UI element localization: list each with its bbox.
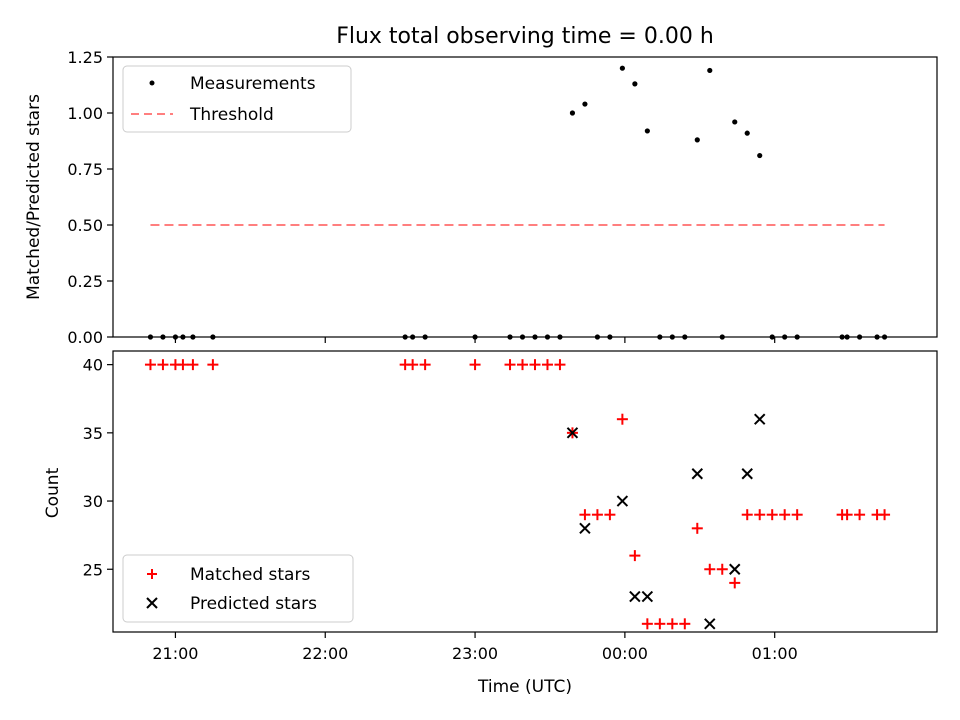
bottom-x-tick-label: 22:00: [302, 644, 348, 663]
top-y-axis-label: Matched/Predicted stars: [24, 94, 44, 300]
predicted-star-point: [691, 468, 703, 480]
matched-star-point: [716, 563, 728, 575]
bottom-axes-frame: [112, 350, 938, 633]
bottom-y-axis-label: Count: [43, 467, 63, 518]
matched-star-point: [407, 359, 419, 371]
matched-star-point: [666, 618, 678, 630]
measurement-point: [569, 110, 576, 116]
matched-star-point: [741, 509, 753, 521]
matched-star-point: [144, 359, 156, 371]
matched-star-point: [177, 359, 189, 371]
bottom-legend-box: [122, 554, 354, 623]
legend-threshold-label: Threshold: [189, 105, 274, 125]
bottom-y-ticks: 25 30 35 40: [83, 356, 113, 579]
matched-star-point: [529, 359, 541, 371]
matched-star-point: [504, 359, 516, 371]
top-y-ticks: 0.00 0.25 0.50 0.75 1.00 1.25: [67, 48, 113, 347]
measurement-point: [757, 152, 763, 159]
matched-star-point: [541, 359, 553, 371]
matched-star-point: [517, 359, 529, 371]
matched-star-point: [841, 509, 853, 521]
matched-star-point: [791, 509, 803, 521]
predicted-star-point: [629, 590, 641, 603]
measurement-point: [619, 65, 625, 71]
measurement-point: [582, 101, 588, 107]
matched-star-point: [654, 618, 666, 630]
bottom-x-tick-label: 01:00: [752, 644, 798, 663]
bottom-y-tick-label: 40: [83, 356, 103, 375]
matched-star-point: [679, 618, 691, 630]
top-y-tick-label: 0.50: [67, 216, 103, 235]
matched-star-point: [779, 509, 791, 521]
bottom-panel: Count Time (UTC) 25 30 35 40 21:00 22:00 23:0…: [43, 350, 938, 697]
legend-matched-label: Matched stars: [190, 565, 310, 585]
matched-star-point: [854, 509, 866, 521]
matched-star-point: [469, 359, 481, 371]
matched-star-point: [591, 509, 603, 521]
chart-title: Flux total observing time = 0.00 h: [336, 24, 714, 49]
measurement-point: [732, 119, 738, 125]
matched-star-point: [641, 618, 653, 630]
matched-star-point: [879, 509, 891, 521]
measurement-point: [707, 67, 713, 74]
top-legend: Measurements Threshold: [122, 65, 352, 133]
measurement-point: [644, 128, 650, 134]
predicted-star-point: [754, 413, 766, 425]
top-plot-marks: [147, 65, 888, 340]
predicted-star-point: [566, 427, 579, 439]
legend-measurements-marker: [149, 80, 155, 86]
top-x-ticks: [174, 337, 776, 343]
top-panel: Flux total observing time = 0.00 h Match…: [24, 24, 938, 347]
legend-measurements-label: Measurements: [190, 74, 316, 94]
bottom-y-tick-label: 30: [83, 492, 103, 511]
bottom-plot-marks: [144, 359, 891, 630]
top-y-tick-label: 1.00: [67, 104, 103, 123]
bottom-x-tick-label: 21:00: [152, 644, 198, 663]
legend-predicted-label: Predicted stars: [190, 594, 317, 614]
top-axes-frame: [112, 56, 938, 338]
bottom-legend: Matched stars Predicted stars: [122, 554, 354, 623]
matched-star-point: [704, 563, 716, 575]
matched-star-point: [729, 577, 741, 589]
matched-star-point: [766, 509, 778, 521]
bottom-y-tick-label: 35: [83, 424, 103, 443]
bottom-x-axis-label: Time (UTC): [477, 677, 572, 697]
top-y-tick-label: 0.25: [67, 272, 103, 291]
matched-star-point: [629, 550, 641, 562]
predicted-star-point: [741, 468, 753, 480]
matched-star-point: [691, 522, 703, 534]
matched-star-point: [207, 359, 219, 371]
top-y-tick-label: 0.00: [67, 328, 103, 347]
measurement-point: [744, 130, 750, 136]
legend-predicted-marker: [146, 597, 158, 609]
matched-star-point: [616, 413, 628, 425]
predicted-star-point: [729, 563, 741, 575]
bottom-x-tick-label: 00:00: [602, 644, 648, 663]
predicted-star-point: [704, 618, 716, 630]
measurement-point: [694, 137, 700, 143]
bottom-x-ticks: 21:00 22:00 23:00 00:00 01:00: [152, 632, 798, 663]
predicted-star-point: [579, 522, 591, 535]
matched-star-point: [187, 359, 199, 371]
matched-star-point: [157, 359, 169, 371]
predicted-star-point: [616, 495, 629, 507]
bottom-y-tick-label: 25: [83, 560, 103, 579]
matched-star-point: [419, 359, 431, 371]
legend-matched-marker: [147, 569, 157, 579]
matched-star-point: [604, 509, 616, 521]
matched-star-point: [579, 509, 591, 521]
top-legend-box: [122, 65, 352, 133]
measurement-point: [632, 81, 638, 87]
bottom-x-tick-label: 23:00: [452, 644, 498, 663]
top-y-tick-label: 0.75: [67, 160, 103, 179]
matched-star-point: [754, 509, 766, 521]
matched-star-point: [554, 359, 566, 371]
predicted-star-point: [641, 590, 654, 603]
top-y-tick-label: 1.25: [67, 48, 103, 67]
